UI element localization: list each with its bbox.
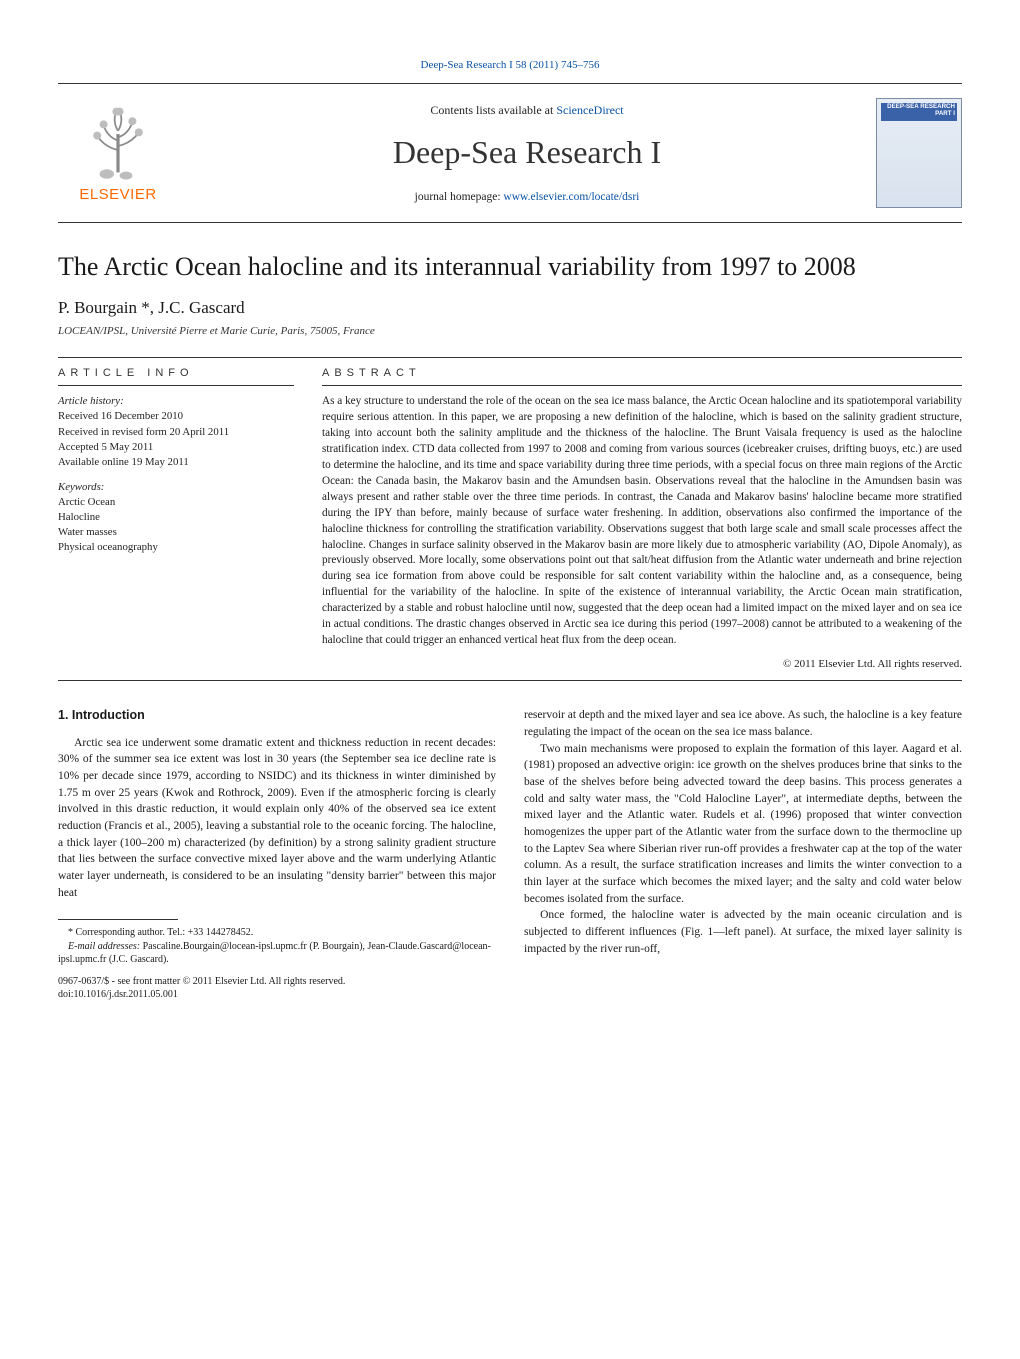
history-received: Received 16 December 2010	[58, 409, 294, 424]
journal-name: Deep-Sea Research I	[196, 130, 858, 175]
abstract-text: As a key structure to understand the rol…	[322, 394, 962, 649]
column-left: 1. Introduction Arctic sea ice underwent…	[58, 707, 496, 1002]
journal-homepage-link[interactable]: www.elsevier.com/locate/dsri	[503, 191, 639, 203]
issn-line: 0967-0637/$ - see front matter © 2011 El…	[58, 975, 496, 989]
history-accepted: Accepted 5 May 2011	[58, 440, 294, 455]
body-paragraph: Once formed, the halocline water is adve…	[524, 907, 962, 957]
abstract-block: ABSTRACT As a key structure to understan…	[322, 366, 962, 672]
body-paragraph: Two main mechanisms were proposed to exp…	[524, 741, 962, 908]
keyword-item: Physical oceanography	[58, 540, 294, 555]
article-info: ARTICLE INFO Article history: Received 1…	[58, 366, 294, 672]
availability-line: Contents lists available at ScienceDirec…	[196, 102, 858, 119]
availability-prefix: Contents lists available at	[430, 103, 556, 117]
body-paragraph: Arctic sea ice underwent some dramatic e…	[58, 735, 496, 902]
history-label: Article history:	[58, 394, 294, 409]
doi-line: doi:10.1016/j.dsr.2011.05.001	[58, 988, 496, 1002]
section-title-intro: 1. Introduction	[58, 707, 496, 725]
page: Deep-Sea Research I 58 (2011) 745–756 EL…	[0, 0, 1020, 1042]
article-title: The Arctic Ocean halocline and its inter…	[58, 249, 962, 285]
copyright-block: 0967-0637/$ - see front matter © 2011 El…	[58, 975, 496, 1002]
body-paragraph: reservoir at depth and the mixed layer a…	[524, 707, 962, 740]
abstract-label: ABSTRACT	[322, 366, 962, 386]
body-columns: 1. Introduction Arctic sea ice underwent…	[58, 707, 962, 1002]
info-abstract-row: ARTICLE INFO Article history: Received 1…	[58, 357, 962, 681]
keyword-item: Water masses	[58, 525, 294, 540]
elsevier-tree-icon	[78, 102, 158, 182]
article-history: Article history: Received 16 December 20…	[58, 394, 294, 470]
footnote-corresponding: * Corresponding author. Tel.: +33 144278…	[58, 926, 496, 940]
running-head: Deep-Sea Research I 58 (2011) 745–756	[58, 58, 962, 73]
masthead: ELSEVIER Contents lists available at Sci…	[58, 83, 962, 223]
journal-cover-thumb: DEEP-SEA RESEARCH PART I	[876, 98, 962, 208]
sciencedirect-link[interactable]: ScienceDirect	[556, 103, 623, 117]
keywords-block: Keywords: Arctic Ocean Halocline Water m…	[58, 480, 294, 556]
column-right: reservoir at depth and the mixed layer a…	[524, 707, 962, 1002]
abstract-copyright: © 2011 Elsevier Ltd. All rights reserved…	[322, 657, 962, 672]
journal-homepage-line: journal homepage: www.elsevier.com/locat…	[196, 189, 858, 205]
journal-homepage-prefix: journal homepage:	[415, 191, 504, 203]
keywords-label: Keywords:	[58, 480, 294, 495]
footnote-separator	[58, 919, 178, 920]
footnote-emails: E-mail addresses: Pascaline.Bourgain@loc…	[58, 940, 496, 967]
history-online: Available online 19 May 2011	[58, 455, 294, 470]
history-revised: Received in revised form 20 April 2011	[58, 425, 294, 440]
article-info-label: ARTICLE INFO	[58, 366, 294, 386]
authors: P. Bourgain *, J.C. Gascard	[58, 296, 962, 320]
affiliation: LOCEAN/IPSL, Université Pierre et Marie …	[58, 324, 962, 339]
keyword-item: Halocline	[58, 510, 294, 525]
publisher-logo: ELSEVIER	[58, 102, 178, 205]
masthead-center: Contents lists available at ScienceDirec…	[196, 102, 858, 206]
running-head-link[interactable]: Deep-Sea Research I 58 (2011) 745–756	[421, 59, 600, 71]
footnote-emails-label: E-mail addresses:	[68, 941, 140, 952]
keyword-item: Arctic Ocean	[58, 495, 294, 510]
publisher-logo-text: ELSEVIER	[79, 184, 156, 205]
journal-cover-label: DEEP-SEA RESEARCH PART I	[883, 104, 955, 117]
